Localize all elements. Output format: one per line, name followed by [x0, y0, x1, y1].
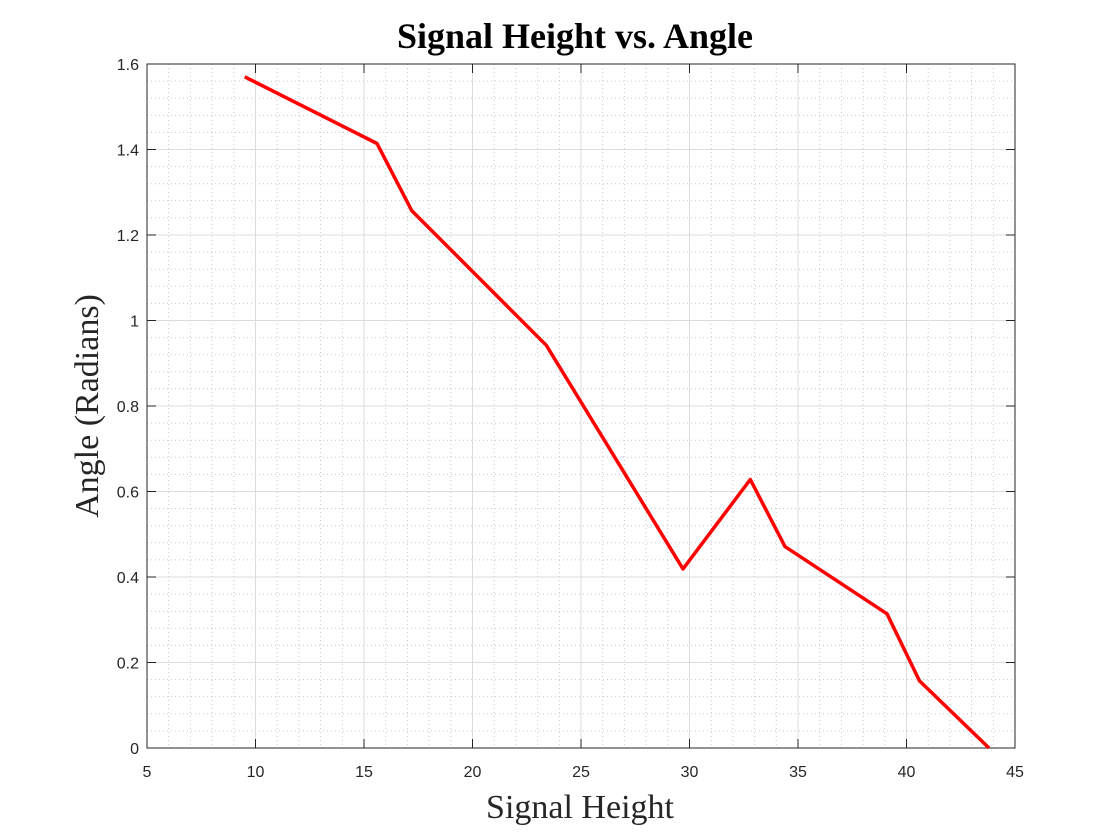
x-tick-label: 30: [681, 764, 699, 781]
y-tick-label: 1: [130, 314, 139, 331]
series-line: [243, 75, 991, 750]
y-tick-label: 1.2: [117, 228, 139, 245]
axis-ticks: [146, 63, 1016, 749]
y-tick-label: 0: [130, 741, 139, 758]
y-tick-label: 0.6: [117, 485, 139, 502]
x-tick-label: 15: [355, 764, 373, 781]
y-tick-label: 0.8: [117, 399, 139, 416]
x-axis-label: Signal Height: [486, 789, 674, 826]
x-tick-label: 40: [898, 764, 916, 781]
x-tick-labels: 5 10 15 20 25 30 35 40 45: [143, 764, 1024, 781]
x-tick-label: 20: [464, 764, 482, 781]
y-axis-label: Angle (Radians): [69, 294, 106, 518]
y-tick-label: 1.6: [117, 57, 139, 74]
major-grid: [146, 63, 1016, 749]
chart-title: Signal Height vs. Angle: [397, 16, 753, 56]
y-tick-label: 1.4: [117, 143, 139, 160]
y-tick-label: 0.2: [117, 656, 139, 673]
x-tick-label: 25: [572, 764, 590, 781]
x-tick-label: 45: [1006, 764, 1024, 781]
y-tick-labels: 0 0.2 0.4 0.6 0.8 1 1.2 1.4 1.6: [117, 57, 139, 758]
series-group: [243, 75, 991, 750]
y-tick-label: 0.4: [117, 570, 139, 587]
x-tick-label: 5: [143, 764, 152, 781]
x-tick-label: 10: [247, 764, 265, 781]
x-tick-label: 35: [789, 764, 807, 781]
